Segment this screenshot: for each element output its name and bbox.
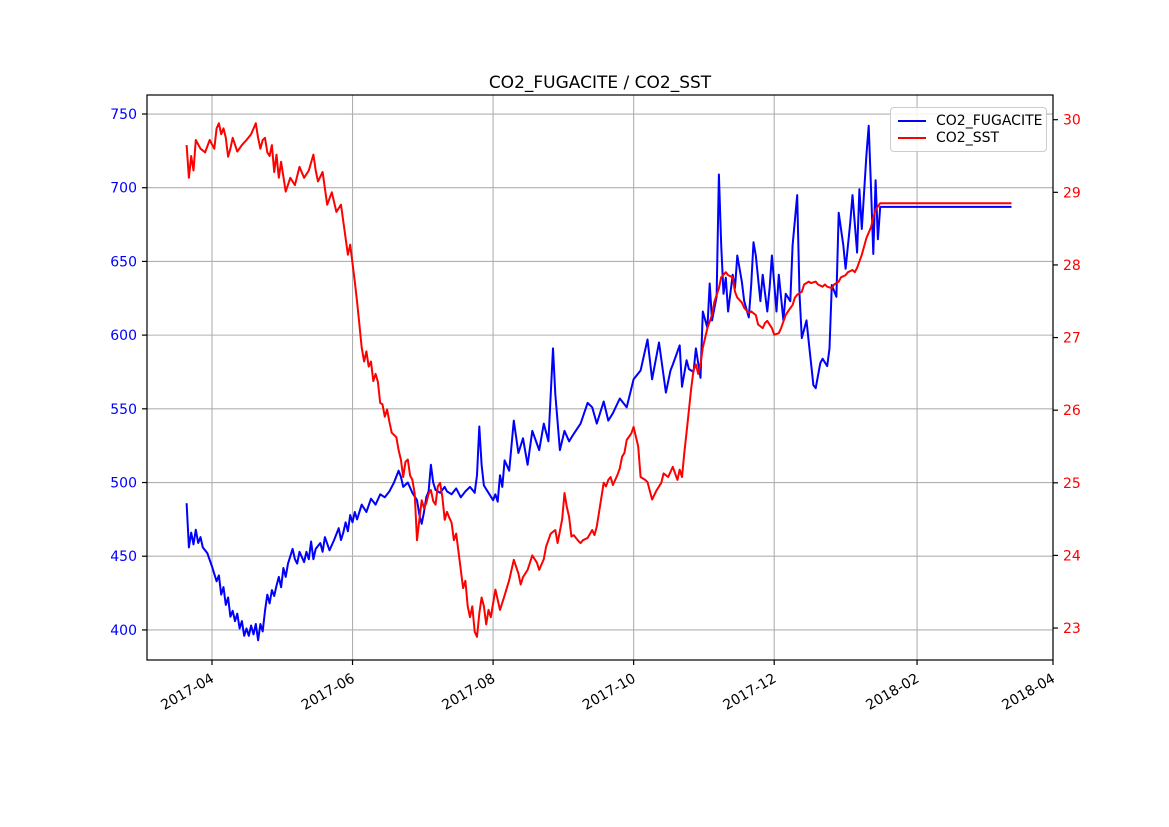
y-tick-label-left: 550 xyxy=(110,402,137,418)
legend-entry-co2-fugacite: CO2_FUGACITE xyxy=(898,112,1042,130)
legend-label-co2-sst: CO2_SST xyxy=(936,130,1000,147)
legend-entry-co2-sst: CO2_SST xyxy=(898,130,1036,148)
series-group xyxy=(185,122,1012,642)
y-tick-label-right: 26 xyxy=(1063,403,1081,419)
y-tick-label-left: 650 xyxy=(110,254,137,270)
series-line-co2-fugacite xyxy=(185,124,1012,642)
y-tick-label-right: 29 xyxy=(1063,185,1081,201)
x-tick-label: 2018-04 xyxy=(999,671,1058,714)
y-tick-label-left: 450 xyxy=(110,549,137,565)
legend-line-sample-co2-fugacite xyxy=(898,119,926,122)
x-tick-label: 2017-04 xyxy=(158,671,217,714)
y-tick-label-left: 700 xyxy=(110,181,137,197)
axes-spines xyxy=(146,94,1054,661)
y-tick-label-right: 30 xyxy=(1063,113,1081,129)
x-tick-label: 2017-10 xyxy=(580,671,639,714)
y-tick-label-right: 27 xyxy=(1063,331,1081,347)
x-tick-label: 2017-12 xyxy=(721,671,780,714)
chart-title: CO2_FUGACITE / CO2_SST xyxy=(488,73,712,93)
series-line-co2-sst xyxy=(185,122,1012,638)
legend-box: CO2_FUGACITE CO2_SST xyxy=(890,107,1047,152)
y-tick-label-right: 24 xyxy=(1063,548,1081,564)
legend-line-sample-co2-sst xyxy=(898,137,926,140)
y-tick-label-left: 400 xyxy=(110,623,137,639)
x-tick-label: 2018-02 xyxy=(863,671,922,714)
y-tick-label-left: 750 xyxy=(110,107,137,123)
y-tick-label-right: 28 xyxy=(1063,258,1081,274)
legend-label-co2-fugacite: CO2_FUGACITE xyxy=(936,112,1043,129)
y-tick-label-right: 23 xyxy=(1063,621,1081,637)
x-tick-label: 2017-08 xyxy=(439,671,498,714)
grid xyxy=(147,95,1054,660)
x-tick-label: 2017-06 xyxy=(299,671,358,714)
y-tick-label-left: 500 xyxy=(110,476,137,492)
y-tick-label-right: 25 xyxy=(1063,476,1081,492)
y-tick-label-left: 600 xyxy=(110,328,137,344)
